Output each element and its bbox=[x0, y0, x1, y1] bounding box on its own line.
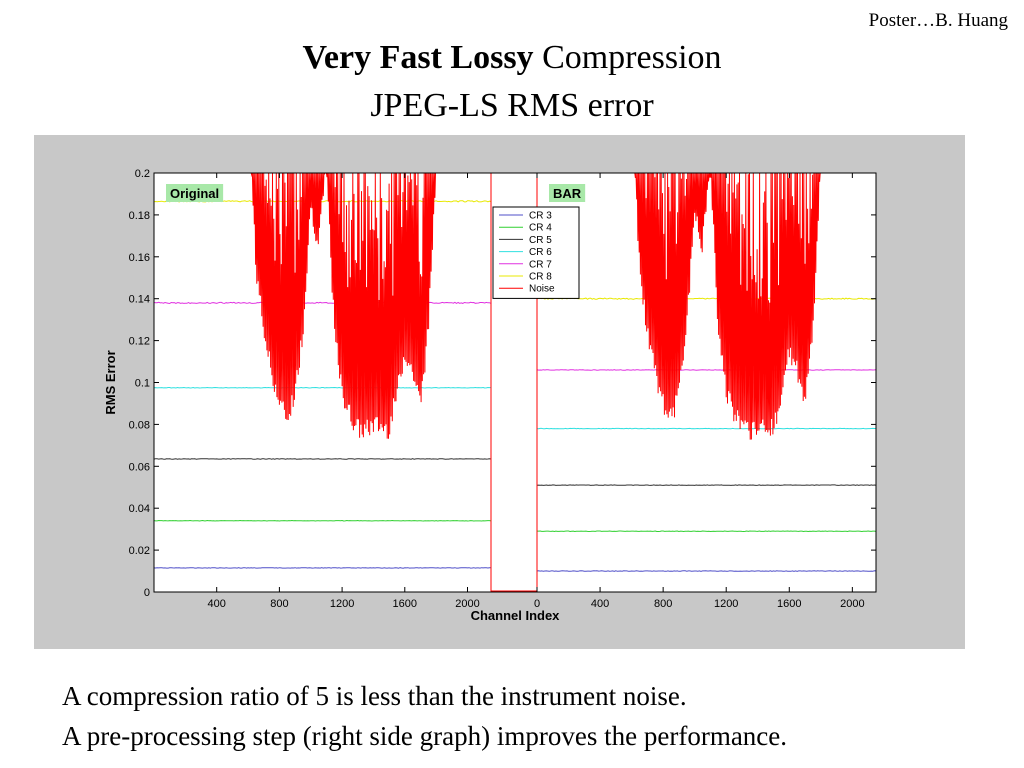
series-line-cr-7-bar bbox=[536, 369, 876, 371]
chart-figure: Original BAR 400 800 1200 1600 2000 0 400 800 1200… bbox=[34, 135, 965, 649]
y-tick-label: 0.16 bbox=[129, 252, 150, 264]
panel-label-bar: BAR bbox=[553, 186, 582, 201]
slide-subtitle: JPEG-LS RMS error bbox=[370, 87, 654, 124]
panel-label-box-original bbox=[166, 184, 224, 202]
caption: A compression ratio of 5 is less than th… bbox=[62, 676, 787, 756]
y-tick-label: 0.06 bbox=[129, 461, 150, 473]
y-tick-label: 0.04 bbox=[129, 503, 150, 515]
series-line-cr-5-bar bbox=[536, 484, 876, 486]
series-line-noise-bar bbox=[537, 173, 876, 440]
x-axis-label: Channel Index bbox=[471, 608, 561, 623]
x-tick-label: 1600 bbox=[393, 598, 417, 610]
x-tick-label: 1600 bbox=[777, 598, 801, 610]
series-line-cr-6-original bbox=[154, 386, 491, 389]
x-tick-label: 2000 bbox=[455, 598, 479, 610]
legend-entry-cr-8: CR 8 bbox=[529, 272, 552, 283]
x-tick-label: 1200 bbox=[714, 598, 738, 610]
y-tick-label: 0.14 bbox=[129, 294, 150, 306]
x-tick-label: 0 bbox=[534, 598, 540, 610]
legend-entry-cr-3: CR 3 bbox=[529, 211, 552, 222]
x-tick-label: 2000 bbox=[840, 598, 864, 610]
x-tick-label: 800 bbox=[654, 598, 672, 610]
series-line-cr-5-original bbox=[154, 458, 492, 460]
caption-line-1: A compression ratio of 5 is less than th… bbox=[62, 681, 687, 711]
y-axis-label: RMS Error bbox=[103, 350, 118, 414]
y-tick-label: 0.1 bbox=[135, 378, 150, 390]
series-line-noise-original bbox=[154, 173, 491, 439]
slide-title-rest: Compression bbox=[533, 39, 722, 76]
x-tick-label: 400 bbox=[591, 598, 609, 610]
legend-entry-cr-7: CR 7 bbox=[529, 259, 552, 270]
y-tick-label: 0.2 bbox=[135, 168, 150, 180]
panel-label-box-bar bbox=[549, 184, 586, 202]
panel-label-original: Original bbox=[170, 186, 219, 201]
y-tick-label: 0 bbox=[144, 587, 150, 599]
series-line-cr-3-bar bbox=[536, 570, 876, 572]
rms-error-chart: Original BAR 400 800 1200 1600 2000 0 400 800 1200… bbox=[103, 168, 877, 623]
series-line-cr-8-bar bbox=[536, 297, 876, 300]
legend-box bbox=[492, 206, 580, 299]
series-line-cr-4-bar bbox=[537, 530, 876, 533]
y-tick-label: 0.18 bbox=[129, 210, 150, 222]
slide-title: Very Fast Lossy Compression bbox=[0, 36, 1024, 80]
x-tick-label: 800 bbox=[270, 598, 288, 610]
series-line-cr-4-original bbox=[154, 519, 492, 522]
y-tick-label: 0.02 bbox=[129, 545, 150, 557]
y-tick-label: 0.12 bbox=[129, 336, 150, 348]
caption-line-2: A pre-processing step (right side graph)… bbox=[62, 721, 788, 751]
series-line-cr-6-bar bbox=[536, 427, 876, 430]
legend-entry-cr-4: CR 4 bbox=[529, 223, 552, 234]
legend-entry-cr-5: CR 5 bbox=[529, 235, 552, 246]
legend-entry-noise: Noise bbox=[529, 284, 555, 295]
x-tick-label: 400 bbox=[208, 598, 226, 610]
x-tick-label: 1200 bbox=[330, 598, 354, 610]
byline: Poster…B. Huang bbox=[868, 10, 1008, 31]
series-line-cr-3-original bbox=[154, 567, 491, 569]
series-line-cr-7-original bbox=[154, 301, 492, 305]
slide-title-bold: Very Fast Lossy bbox=[302, 39, 534, 76]
y-tick-label: 0.08 bbox=[129, 419, 150, 431]
legend-entry-cr-6: CR 6 bbox=[529, 247, 552, 258]
